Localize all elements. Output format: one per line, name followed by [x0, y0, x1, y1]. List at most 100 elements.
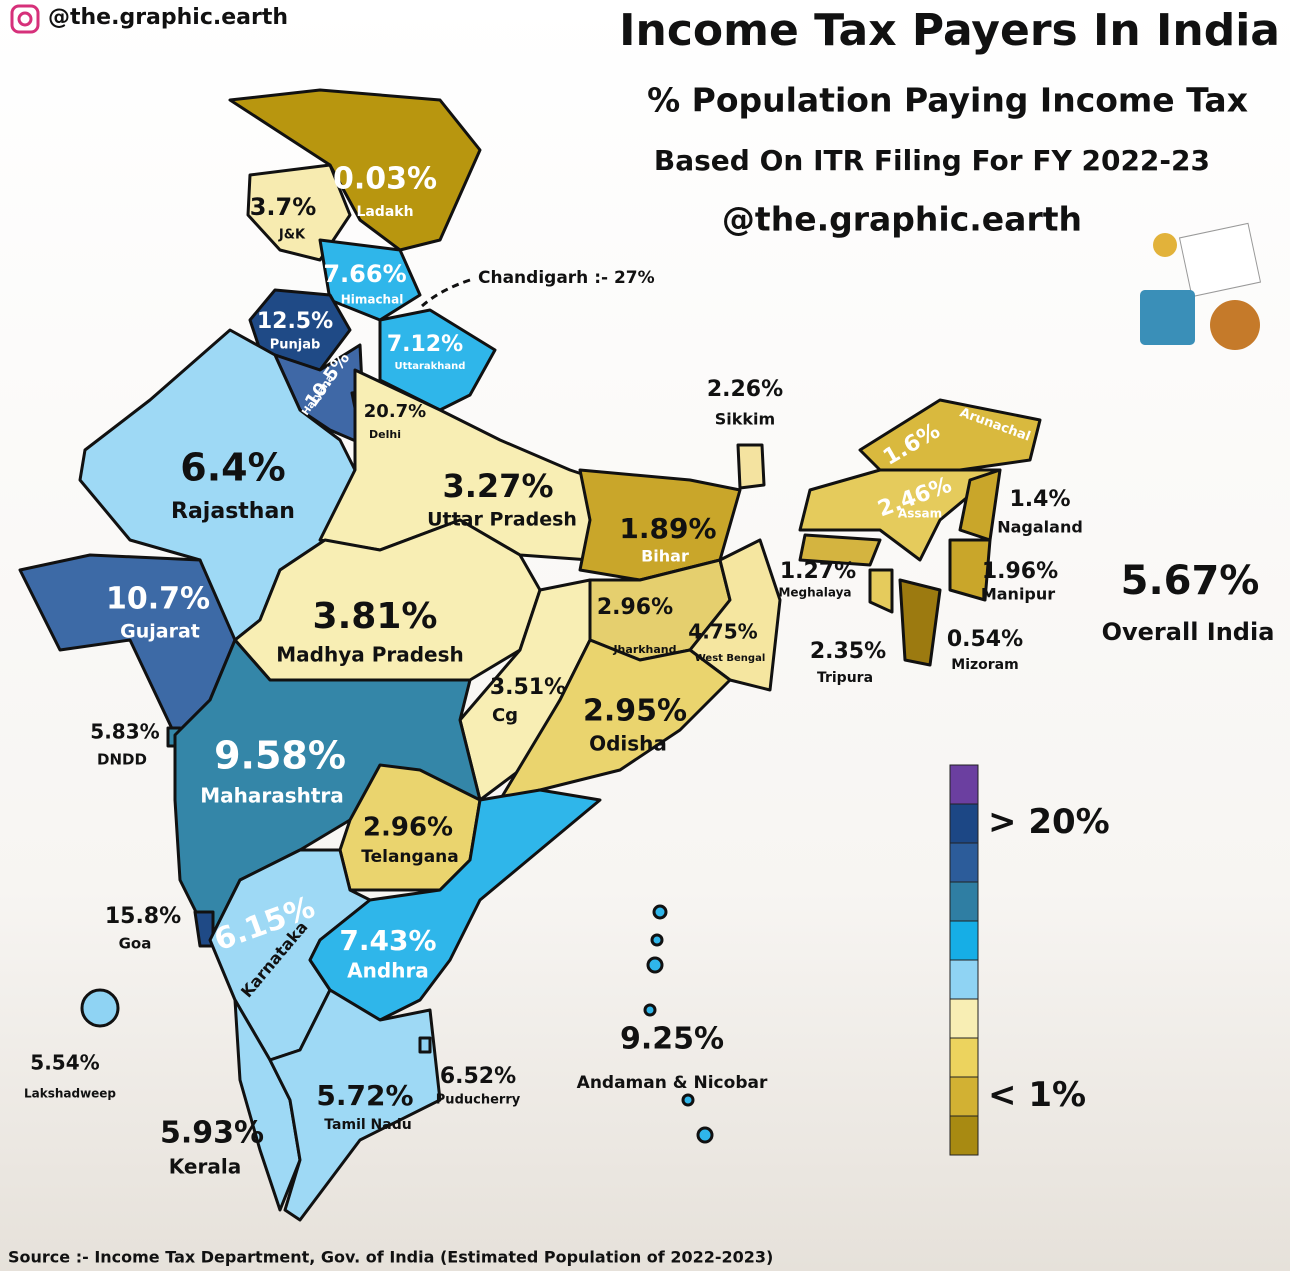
- legend-swatch: [949, 842, 979, 883]
- region-name: Gujarat: [120, 621, 200, 643]
- region: [318, 368, 602, 562]
- region-name: Tripura: [817, 670, 873, 686]
- region-value: 5.54%: [30, 1051, 99, 1075]
- region-name: Sikkim: [715, 410, 775, 429]
- region-name: Ladakh: [356, 204, 413, 220]
- region: [898, 578, 942, 667]
- region-name: Rajasthan: [171, 499, 295, 524]
- region-value: 5.83%: [90, 720, 159, 744]
- region-name: Cg: [492, 705, 518, 726]
- legend-swatch: [949, 764, 979, 805]
- region-value: 3.51%: [490, 675, 566, 700]
- region: [418, 1036, 432, 1054]
- region-name: Bihar: [641, 547, 689, 566]
- region-value: 3.7%: [250, 193, 317, 221]
- watermark-handle: @the.graphic.earth: [722, 200, 1082, 239]
- region-value: 6.4%: [180, 446, 285, 490]
- region-name: Uttarakhand: [395, 361, 466, 372]
- region-value: 7.66%: [323, 260, 406, 288]
- region: [228, 88, 482, 252]
- region-name: Punjab: [270, 338, 321, 353]
- region: [798, 468, 1002, 562]
- region-name: Madhya Pradesh: [276, 643, 464, 667]
- region-name: Assam: [898, 507, 942, 521]
- instagram-icon: [17, 11, 33, 27]
- region-name: Mizoram: [951, 657, 1018, 673]
- region: [318, 238, 422, 322]
- region-value: 12.5%: [257, 309, 333, 334]
- region: [948, 538, 992, 602]
- region-name: Manipur: [981, 585, 1055, 604]
- region-name: DNDD: [97, 751, 147, 769]
- region-value: 0.03%: [333, 162, 437, 197]
- region-value: 2.35%: [810, 639, 886, 664]
- region-name: Meghalaya: [778, 586, 851, 600]
- tax-icon: [1140, 222, 1262, 350]
- region-value: 3.81%: [313, 596, 438, 637]
- subtitle: % Population Paying Income Tax: [647, 81, 1248, 120]
- legend: > 20% < 1%: [949, 764, 1110, 1156]
- annotation-leader: [421, 278, 471, 308]
- legend-bottom-label: < 1%: [988, 1075, 1086, 1115]
- region-value: 1.96%: [982, 559, 1058, 584]
- region-value: 5.72%: [316, 1079, 413, 1112]
- legend-swatch: [949, 959, 979, 1000]
- region: [736, 443, 766, 490]
- region-value: 10.7%: [106, 582, 210, 617]
- region-name: Uttar Pradesh: [427, 509, 577, 531]
- region: [798, 533, 882, 567]
- legend-swatch: [949, 920, 979, 961]
- legend-swatch: [949, 1076, 979, 1117]
- region-name: Nagaland: [997, 518, 1083, 537]
- region-value: 2.95%: [583, 694, 687, 729]
- region-value: 2.96%: [363, 813, 453, 843]
- region-name: Himachal: [341, 293, 404, 307]
- region-name: West Bengal: [695, 653, 766, 664]
- region-name: Odisha: [589, 732, 667, 756]
- region-value: 20.7%: [364, 401, 426, 422]
- legend-swatch: [949, 998, 979, 1039]
- overall-name: Overall India: [1102, 618, 1275, 646]
- annotation: Chandigarh :- 27%: [478, 268, 655, 288]
- region-name: Delhi: [369, 428, 401, 441]
- legend-top-label: > 20%: [988, 802, 1110, 842]
- region-name: J&K: [278, 228, 306, 243]
- overall-value: 5.67%: [1121, 558, 1260, 604]
- region-value: 0.54%: [947, 627, 1023, 652]
- region-name: Kerala: [169, 1155, 241, 1179]
- region-value: 2.26%: [707, 377, 783, 402]
- source: Source :- Income Tax Department, Gov. of…: [8, 1248, 773, 1267]
- legend-swatch: [949, 881, 979, 922]
- region-value: 7.12%: [387, 332, 463, 357]
- instagram-icon: [10, 4, 40, 34]
- region: [688, 538, 782, 692]
- region-name: Maharashtra: [200, 784, 344, 808]
- region-value: 1.27%: [780, 559, 856, 584]
- region-name: Jharkhand: [612, 643, 676, 656]
- region-name: Lakshadweep: [24, 1087, 116, 1101]
- region-value: 9.25%: [620, 1022, 724, 1057]
- region-value: 5.93%: [160, 1116, 264, 1151]
- region-value: 6.52%: [440, 1064, 516, 1089]
- region-value: 1.4%: [1009, 487, 1070, 512]
- region-value: 9.58%: [214, 734, 346, 778]
- region: [868, 568, 894, 614]
- region-value: 3.27%: [442, 467, 553, 505]
- region-name: Puducherry: [436, 1093, 521, 1108]
- region-name: Andaman & Nicobar: [577, 1073, 768, 1093]
- region: [268, 988, 442, 1222]
- region-value: 4.75%: [688, 620, 757, 644]
- region-name: Tamil Nadu: [324, 1117, 411, 1133]
- region-name: Telangana: [361, 847, 458, 867]
- region: [643, 904, 714, 1144]
- region-value: 1.89%: [619, 512, 716, 545]
- legend-swatch: [949, 803, 979, 844]
- title: Income Tax Payers In India: [619, 5, 1280, 56]
- region: [378, 308, 497, 412]
- handle: @the.graphic.earth: [48, 5, 288, 30]
- legend-swatch: [949, 1037, 979, 1078]
- region-name: Goa: [119, 935, 152, 953]
- regions: [18, 88, 1042, 1222]
- basis: Based On ITR Filing For FY 2022-23: [654, 144, 1210, 177]
